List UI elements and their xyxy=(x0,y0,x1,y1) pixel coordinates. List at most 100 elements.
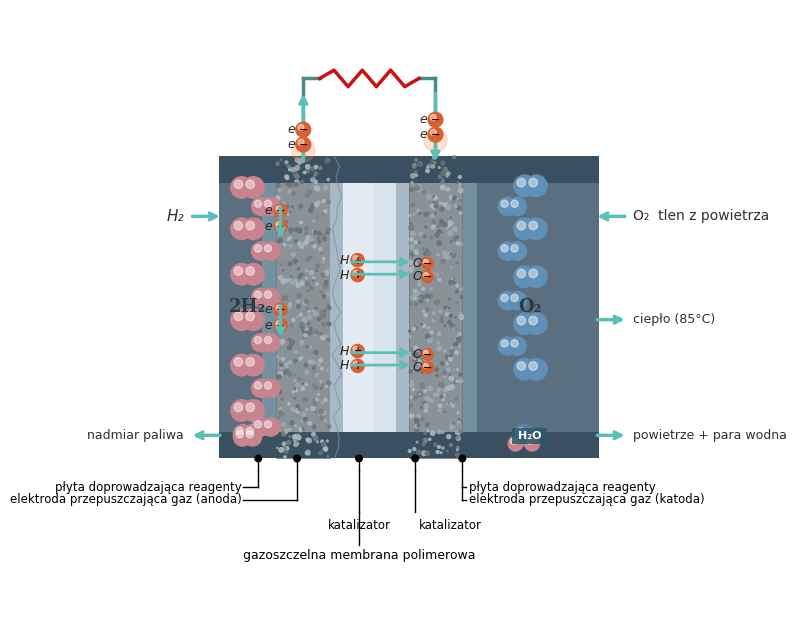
Circle shape xyxy=(264,382,272,389)
Circle shape xyxy=(420,383,423,386)
Circle shape xyxy=(427,371,429,374)
Circle shape xyxy=(306,345,309,349)
Circle shape xyxy=(459,315,464,319)
Circle shape xyxy=(296,137,310,152)
Circle shape xyxy=(327,455,329,457)
Circle shape xyxy=(418,280,421,282)
Circle shape xyxy=(448,187,449,189)
Circle shape xyxy=(410,182,413,184)
Circle shape xyxy=(501,294,508,301)
Circle shape xyxy=(459,455,465,462)
Circle shape xyxy=(295,350,297,354)
Circle shape xyxy=(306,409,307,410)
Circle shape xyxy=(294,374,295,376)
Circle shape xyxy=(318,232,322,235)
Circle shape xyxy=(285,431,287,433)
Circle shape xyxy=(353,347,358,352)
Circle shape xyxy=(305,227,308,230)
Circle shape xyxy=(231,177,252,198)
Circle shape xyxy=(442,251,445,254)
Circle shape xyxy=(411,203,414,207)
Bar xyxy=(261,156,276,459)
Circle shape xyxy=(288,237,291,239)
Circle shape xyxy=(425,294,430,298)
Circle shape xyxy=(314,350,318,354)
Circle shape xyxy=(423,235,426,237)
Circle shape xyxy=(449,387,451,390)
Circle shape xyxy=(325,158,330,163)
Circle shape xyxy=(236,431,244,438)
Circle shape xyxy=(433,196,434,197)
Circle shape xyxy=(455,252,457,254)
Circle shape xyxy=(430,114,436,120)
Circle shape xyxy=(517,316,526,325)
Circle shape xyxy=(312,432,315,436)
Circle shape xyxy=(282,329,284,331)
Circle shape xyxy=(323,338,325,340)
Circle shape xyxy=(291,324,293,327)
Text: O: O xyxy=(413,257,422,270)
Circle shape xyxy=(529,316,538,325)
Circle shape xyxy=(310,273,312,275)
Circle shape xyxy=(441,180,444,183)
Circle shape xyxy=(443,203,448,207)
Circle shape xyxy=(325,335,328,339)
Circle shape xyxy=(294,359,297,363)
Circle shape xyxy=(302,273,304,275)
Circle shape xyxy=(441,362,444,365)
Circle shape xyxy=(426,169,430,172)
Circle shape xyxy=(322,294,326,298)
Circle shape xyxy=(291,191,295,195)
Circle shape xyxy=(306,270,308,272)
Circle shape xyxy=(432,202,437,206)
Circle shape xyxy=(435,368,438,371)
Circle shape xyxy=(453,156,456,158)
Circle shape xyxy=(294,398,295,399)
Circle shape xyxy=(413,396,417,400)
Circle shape xyxy=(433,156,435,159)
Circle shape xyxy=(457,336,458,337)
Circle shape xyxy=(244,425,261,443)
Circle shape xyxy=(416,450,420,454)
Circle shape xyxy=(291,282,294,284)
Circle shape xyxy=(430,204,434,208)
Circle shape xyxy=(291,276,292,277)
Circle shape xyxy=(450,240,452,242)
Text: −: − xyxy=(276,305,286,315)
Circle shape xyxy=(254,200,261,207)
Circle shape xyxy=(326,385,327,387)
Circle shape xyxy=(234,266,243,275)
Circle shape xyxy=(450,347,453,349)
Circle shape xyxy=(441,317,442,319)
Circle shape xyxy=(316,398,318,401)
Circle shape xyxy=(276,162,279,165)
Circle shape xyxy=(529,221,538,230)
Circle shape xyxy=(309,346,312,349)
Text: H₂O: H₂O xyxy=(518,431,542,441)
Circle shape xyxy=(328,425,331,428)
Circle shape xyxy=(423,191,426,193)
Circle shape xyxy=(303,335,306,338)
Circle shape xyxy=(414,171,418,174)
Circle shape xyxy=(415,291,419,295)
Circle shape xyxy=(445,312,449,316)
Circle shape xyxy=(517,221,526,230)
Text: powietrze + para wodna: powietrze + para wodna xyxy=(634,429,787,442)
Circle shape xyxy=(322,314,326,317)
Circle shape xyxy=(419,232,422,235)
Circle shape xyxy=(298,242,301,245)
Circle shape xyxy=(421,406,422,409)
Circle shape xyxy=(231,354,252,376)
Circle shape xyxy=(424,257,429,261)
Circle shape xyxy=(231,218,252,240)
Circle shape xyxy=(305,452,308,455)
Circle shape xyxy=(314,385,318,390)
Circle shape xyxy=(306,282,310,286)
Circle shape xyxy=(283,370,287,374)
Circle shape xyxy=(314,411,316,413)
Circle shape xyxy=(296,383,299,387)
Circle shape xyxy=(314,330,318,335)
Bar xyxy=(462,156,599,459)
Circle shape xyxy=(286,211,288,213)
Text: e: e xyxy=(287,138,295,151)
